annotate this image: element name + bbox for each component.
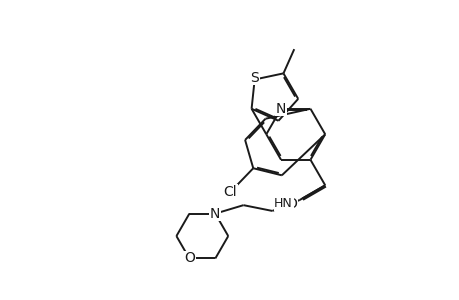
Text: HN: HN	[274, 197, 292, 210]
Text: O: O	[184, 251, 195, 266]
Text: N: N	[210, 207, 220, 220]
Text: O: O	[286, 197, 297, 212]
Text: Cl: Cl	[223, 185, 237, 199]
Text: S: S	[250, 70, 258, 85]
Text: N: N	[275, 102, 285, 116]
